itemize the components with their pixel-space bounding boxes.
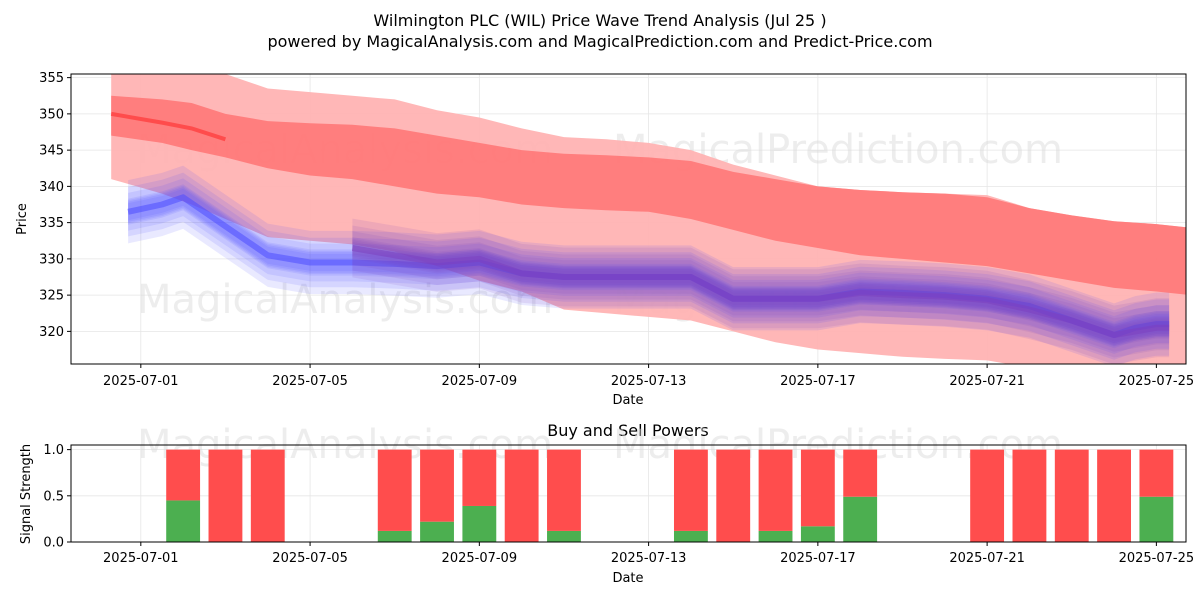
blue-wave-band-4	[128, 178, 1170, 347]
blue-wave-band-5	[128, 172, 1170, 346]
purple-wave-line	[351, 245, 1170, 338]
sub-y-axis: 0.0 0.5 1.0	[43, 443, 71, 551]
main-ytick-label-320: 320	[39, 325, 64, 340]
purple-wave-band-0	[352, 241, 1170, 364]
buy-bar-2025-07-02	[166, 500, 201, 542]
sell-bar-2025-07-16	[758, 449, 793, 531]
buy-bar-2025-07-17	[800, 526, 835, 542]
main-ytick-label-330: 330	[39, 252, 64, 267]
buy-bar-2025-07-08	[420, 521, 454, 542]
sell-bar-2025-07-04	[250, 449, 285, 542]
main-x-axis: 2025-07-01 2025-07-05 2025-07-09 2025-07-13…	[103, 364, 1194, 389]
blue-wave-band-6	[128, 165, 1170, 344]
sell-bar-2025-07-08	[420, 449, 454, 522]
main-ytick-label-335: 335	[39, 216, 64, 231]
purple-wave-band-3	[352, 237, 1170, 346]
sell-bar-2025-07-09	[462, 449, 497, 506]
blue-wave-band-2	[128, 185, 1170, 354]
main-series-layer	[110, 74, 1186, 364]
main-xtick-label-3: 2025-07-13	[611, 374, 687, 389]
sell-bar-2025-07-14	[673, 449, 708, 531]
sub-x-axis-label: Date	[612, 571, 643, 586]
main-ytick-label-340: 340	[39, 180, 64, 195]
main-ytick-label-345: 345	[39, 144, 64, 159]
main-xtick-label-4: 2025-07-17	[780, 374, 856, 389]
purple-wave-band-6	[352, 218, 1170, 342]
sell-bar-2025-07-24	[1097, 449, 1131, 542]
main-xtick-label-2: 2025-07-09	[442, 374, 518, 389]
blue-wave-band-3	[128, 184, 1170, 349]
chart-title: Wilmington PLC (WIL) Price Wave Trend An…	[373, 11, 826, 30]
main-xtick-label-1: 2025-07-05	[272, 374, 348, 389]
purple-wave-band-5	[352, 225, 1170, 343]
main-xtick-label-5: 2025-07-21	[949, 374, 1025, 389]
buy-bar-2025-07-16	[758, 530, 793, 542]
sell-bar-2025-07-10	[504, 449, 539, 542]
sub-ytick-label-2: 1.0	[43, 443, 64, 458]
buy-bar-2025-07-14	[673, 530, 708, 542]
sell-bar-2025-07-03	[208, 449, 243, 542]
red-center-line	[110, 111, 227, 142]
blue-wave-band-1	[128, 187, 1170, 360]
purple-wave-band-4	[352, 231, 1170, 345]
main-xtick-label-0: 2025-07-01	[103, 374, 179, 389]
main-y-axis-label: Price	[15, 203, 30, 235]
sell-bar-2025-07-21	[970, 449, 1005, 542]
sell-bar-2025-07-11	[547, 449, 581, 531]
sell-bar-2025-07-15	[716, 449, 751, 542]
sub-xtick-label-2: 2025-07-09	[442, 551, 518, 566]
buy-bar-2025-07-09	[462, 505, 497, 542]
sub-y-axis-label: Signal Strength	[19, 444, 34, 544]
watermark-analysis-main-lower: MagicalAnalysis.com	[137, 277, 553, 323]
sub-x-axis: 2025-07-01 2025-07-05 2025-07-09 2025-07-13…	[103, 542, 1194, 566]
purple-wave-band-2	[352, 238, 1170, 352]
main-xtick-label-6: 2025-07-25	[1119, 374, 1195, 389]
sub-xtick-label-6: 2025-07-25	[1119, 551, 1195, 566]
price-wave-panel: MagicalAnalysis.com MagicalPrediction.co…	[15, 71, 1194, 408]
chart-subtitle: powered by MagicalAnalysis.com and Magic…	[267, 32, 932, 51]
sub-xtick-label-4: 2025-07-17	[780, 551, 856, 566]
main-ytick-label-325: 325	[39, 289, 64, 304]
buy-bar-2025-07-18	[843, 496, 878, 542]
sell-bar-2025-07-07	[377, 449, 412, 531]
sub-xtick-label-3: 2025-07-13	[611, 551, 687, 566]
sell-bar-2025-07-17	[800, 449, 835, 527]
buy-sell-panel: Buy and Sell Powers MagicalAnalysis.com …	[19, 421, 1194, 586]
main-y-axis: 320 325 330 335 340 345 350 355	[39, 71, 71, 340]
main-plot-frame	[70, 73, 1187, 365]
buy-sell-title: Buy and Sell Powers	[547, 421, 709, 440]
main-ytick-label-355: 355	[39, 71, 64, 86]
sell-bar-2025-07-02	[166, 449, 201, 501]
red-trend-band	[111, 95, 1186, 295]
sell-bar-2025-07-25	[1139, 449, 1174, 497]
sub-xtick-label-1: 2025-07-05	[272, 551, 348, 566]
buy-bar-2025-07-25	[1139, 496, 1174, 542]
sell-bar-2025-07-18	[843, 449, 878, 497]
sell-bar-2025-07-23	[1054, 449, 1089, 542]
main-ytick-label-350: 350	[39, 107, 64, 122]
sub-xtick-label-0: 2025-07-01	[103, 551, 179, 566]
buy-sell-bars	[166, 449, 1174, 542]
sub-ytick-label-0: 0.0	[43, 536, 64, 551]
buy-bar-2025-07-11	[547, 530, 581, 542]
main-x-axis-label: Date	[612, 393, 643, 408]
sub-ytick-label-1: 0.5	[43, 489, 64, 504]
sell-bar-2025-07-22	[1012, 449, 1047, 542]
buy-bar-2025-07-07	[377, 530, 412, 542]
sub-plot-frame	[70, 444, 1187, 543]
main-clipped-series	[110, 74, 1186, 364]
sub-xtick-label-5: 2025-07-21	[949, 551, 1025, 566]
